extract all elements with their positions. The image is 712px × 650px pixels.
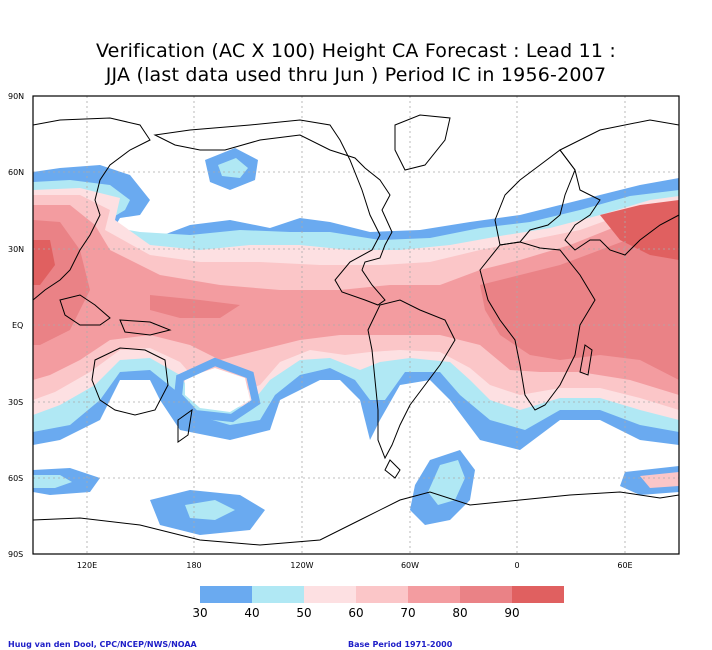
- contour-40-south-pacific: [185, 500, 235, 520]
- coast-north-america: [153, 119, 393, 306]
- lon-label-120w: 120W: [290, 561, 313, 570]
- lon-label-0: 0: [514, 561, 519, 570]
- longitude-labels: 120E 180 120W 60W 0 60E: [77, 561, 633, 570]
- legend-swatch-30: [200, 586, 252, 603]
- lat-label-60n: 60N: [8, 168, 24, 177]
- contour-50-southeast: [640, 472, 679, 488]
- latitude-labels: 90N 60N 30N EQ 30S 60S 90S: [8, 92, 24, 559]
- map-title-line-2: JJA (last data used thru Jun ) Period IC…: [105, 64, 607, 86]
- coast-africa: [479, 241, 596, 411]
- white-gap-south-pacific: [185, 368, 250, 412]
- blue-ring-south-pacific: [173, 357, 261, 423]
- coast-australia: [91, 347, 169, 416]
- legend-swatch-40: [252, 586, 304, 603]
- map-title-line-1: Verification (AC X 100) Height CA Foreca…: [95, 40, 617, 62]
- footer-credit: Huug van den Dool, CPC/NCEP/NWS/NOAA: [8, 640, 197, 649]
- coastlines: [33, 114, 679, 546]
- legend-label-90: 90: [504, 606, 519, 620]
- legend-swatch-90: [512, 586, 564, 603]
- coast-antarctic-peninsula: [384, 459, 401, 479]
- coast-madagascar: [579, 344, 593, 376]
- legend-label-60: 60: [348, 606, 363, 620]
- legend-label-30: 30: [192, 606, 207, 620]
- legend-swatch-60: [356, 586, 408, 603]
- lon-label-60w: 60W: [401, 561, 419, 570]
- legend-swatch-70: [408, 586, 460, 603]
- lat-label-90s: 90S: [8, 550, 23, 559]
- legend-swatch-50: [304, 586, 356, 603]
- contour-40-south-atlantic: [428, 460, 465, 505]
- coast-antarctica: [33, 491, 679, 546]
- coast-new-zealand: [177, 408, 193, 443]
- legend-label-40: 40: [244, 606, 259, 620]
- lat-label-30s: 30S: [8, 398, 23, 407]
- lon-label-180: 180: [186, 561, 201, 570]
- coast-eurasia: [559, 119, 679, 256]
- lat-label-60s: 60S: [8, 474, 23, 483]
- lat-label-eq: EQ: [12, 321, 23, 330]
- coast-greenland: [394, 114, 451, 171]
- coast-asia-west: [33, 117, 151, 301]
- contour-70-tropical: [33, 205, 679, 395]
- legend-label-50: 50: [296, 606, 311, 620]
- map-frame: [32, 95, 680, 555]
- contour-80-tropical: [33, 220, 679, 380]
- lat-label-90n: 90N: [8, 92, 24, 101]
- coast-south-america: [367, 299, 456, 460]
- legend-label-70: 70: [400, 606, 415, 620]
- coast-maritime-se-asia: [59, 294, 172, 336]
- footer-base-period: Base Period 1971-2000: [348, 640, 453, 649]
- field-layer: [33, 96, 679, 554]
- lon-label-120e: 120E: [77, 561, 97, 570]
- contour-40-alaska: [218, 158, 248, 178]
- color-legend: 30 40 50 60 70 80 90: [192, 586, 564, 620]
- contour-40-southwest: [33, 475, 72, 488]
- legend-label-80: 80: [452, 606, 467, 620]
- lat-label-30n: 30N: [8, 245, 24, 254]
- legend-swatch-80: [460, 586, 512, 603]
- lon-label-60e: 60E: [617, 561, 632, 570]
- graticule: [33, 96, 679, 554]
